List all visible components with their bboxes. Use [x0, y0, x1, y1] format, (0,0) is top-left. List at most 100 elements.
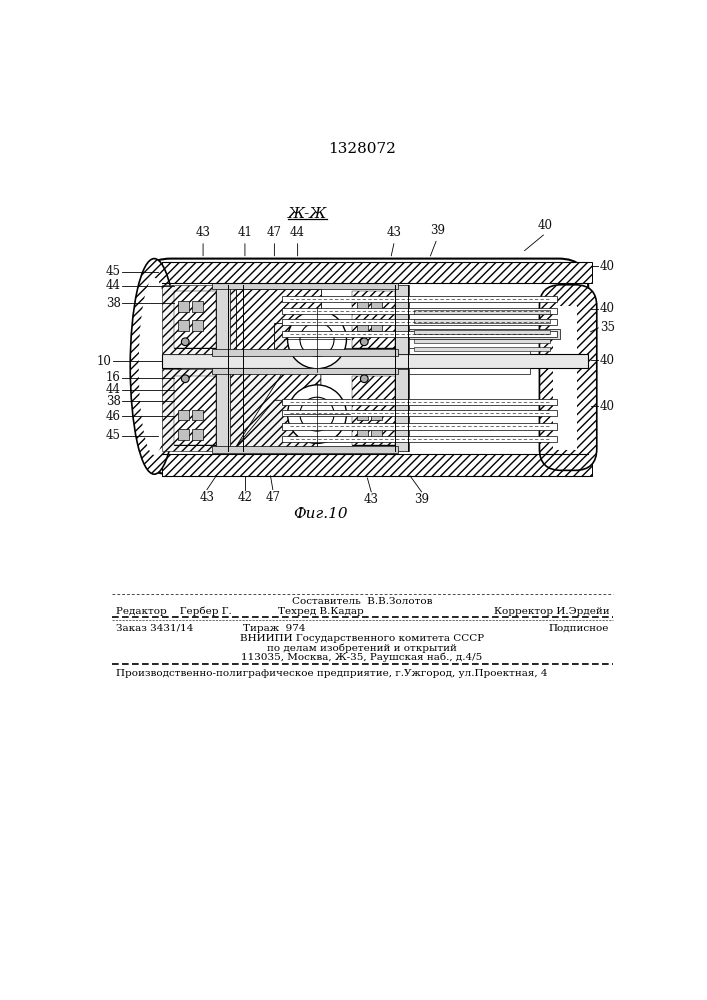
- Text: 41: 41: [238, 226, 252, 239]
- Bar: [282, 331, 557, 337]
- Bar: [414, 319, 549, 323]
- Bar: [352, 291, 395, 348]
- Bar: [282, 399, 557, 405]
- Text: Производственно-полиграфическое предприятие, г.Ужгород, ул.Проектная, 4: Производственно-полиграфическое предприя…: [115, 669, 547, 678]
- Polygon shape: [235, 289, 321, 350]
- Text: 44: 44: [106, 383, 121, 396]
- Bar: [192, 301, 203, 312]
- Text: 40: 40: [600, 260, 615, 273]
- Text: 38: 38: [106, 395, 121, 408]
- Text: 38: 38: [106, 297, 121, 310]
- Bar: [395, 285, 409, 354]
- Ellipse shape: [130, 259, 178, 474]
- Bar: [212, 446, 398, 453]
- Bar: [357, 320, 368, 331]
- Bar: [216, 285, 230, 354]
- Bar: [178, 320, 189, 331]
- Text: 39: 39: [414, 493, 429, 506]
- Text: 40: 40: [538, 219, 553, 232]
- Bar: [357, 429, 368, 440]
- Text: 47: 47: [265, 491, 280, 504]
- Bar: [282, 436, 557, 442]
- Bar: [414, 347, 549, 351]
- Bar: [357, 301, 368, 312]
- Bar: [182, 348, 530, 354]
- Text: Ж-Ж: Ж-Ж: [288, 207, 327, 221]
- Bar: [414, 330, 549, 334]
- Text: 43: 43: [196, 226, 211, 239]
- Bar: [282, 296, 557, 302]
- Text: 46: 46: [106, 410, 121, 423]
- Bar: [554, 306, 577, 450]
- Circle shape: [300, 397, 334, 431]
- Text: Заказ 3431/14: Заказ 3431/14: [115, 624, 193, 633]
- Bar: [352, 376, 395, 445]
- Text: 44: 44: [106, 279, 121, 292]
- Circle shape: [361, 375, 368, 383]
- Text: Фиг.10: Фиг.10: [293, 507, 348, 521]
- Bar: [282, 423, 557, 430]
- Text: 16: 16: [106, 371, 121, 384]
- Bar: [212, 349, 398, 356]
- Circle shape: [182, 338, 189, 346]
- Bar: [371, 320, 382, 331]
- Bar: [178, 410, 189, 420]
- Bar: [357, 410, 368, 420]
- Text: Подписное: Подписное: [549, 624, 609, 633]
- Text: 40: 40: [600, 354, 615, 367]
- Text: 113035, Москва, Ж-35, Раушская наб., д.4/5: 113035, Москва, Ж-35, Раушская наб., д.4…: [241, 653, 483, 662]
- Bar: [282, 308, 557, 314]
- Text: Составитель  В.В.Золотов: Составитель В.В.Золотов: [292, 597, 432, 606]
- Bar: [352, 376, 395, 445]
- Text: Тираж  974: Тираж 974: [243, 624, 306, 633]
- Text: 10: 10: [97, 355, 112, 368]
- Bar: [414, 310, 549, 314]
- Circle shape: [361, 338, 368, 346]
- Bar: [192, 410, 203, 420]
- FancyBboxPatch shape: [539, 285, 597, 470]
- FancyBboxPatch shape: [141, 259, 588, 474]
- Text: 45: 45: [106, 265, 121, 278]
- Bar: [212, 368, 398, 374]
- Bar: [371, 429, 382, 440]
- Bar: [282, 319, 557, 325]
- Text: 43: 43: [199, 491, 214, 504]
- Bar: [192, 429, 203, 440]
- Circle shape: [182, 375, 189, 383]
- Bar: [282, 410, 557, 416]
- Bar: [162, 354, 588, 368]
- Text: 43: 43: [387, 226, 402, 239]
- Text: 39: 39: [430, 224, 445, 237]
- Text: 1328072: 1328072: [328, 142, 396, 156]
- Text: 45: 45: [106, 429, 121, 442]
- Text: Редактор    Гербер Г.: Редактор Гербер Г.: [115, 607, 231, 616]
- Text: 40: 40: [600, 400, 615, 413]
- Bar: [409, 329, 561, 339]
- Circle shape: [300, 323, 334, 356]
- Bar: [212, 283, 398, 289]
- Bar: [174, 291, 216, 348]
- Text: ВНИИПИ Государственного комитета СССР: ВНИИПИ Государственного комитета СССР: [240, 634, 484, 643]
- Bar: [371, 301, 382, 312]
- Circle shape: [288, 310, 346, 369]
- Ellipse shape: [139, 278, 170, 455]
- Bar: [182, 368, 530, 374]
- Text: по делам изобретений и открытий: по делам изобретений и открытий: [267, 643, 457, 653]
- Bar: [174, 376, 216, 445]
- Bar: [174, 376, 216, 445]
- Circle shape: [288, 385, 346, 443]
- Bar: [352, 291, 395, 348]
- Bar: [371, 410, 382, 420]
- Bar: [395, 369, 409, 451]
- Text: 44: 44: [290, 226, 305, 239]
- Bar: [162, 285, 317, 354]
- Bar: [162, 262, 592, 283]
- Bar: [174, 291, 216, 348]
- Text: 43: 43: [363, 493, 379, 506]
- Bar: [192, 320, 203, 331]
- Text: 35: 35: [600, 321, 615, 334]
- Bar: [162, 369, 317, 451]
- Polygon shape: [235, 373, 321, 447]
- Bar: [178, 301, 189, 312]
- Bar: [178, 429, 189, 440]
